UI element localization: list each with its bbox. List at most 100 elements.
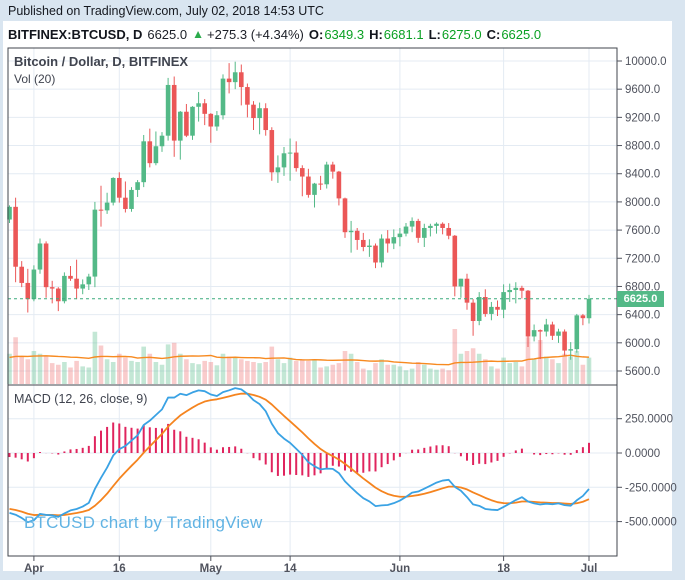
volume-bar <box>556 363 561 384</box>
candle-body <box>208 113 214 127</box>
candle-body <box>178 111 183 141</box>
candle-body <box>556 331 561 336</box>
candle-body <box>409 220 415 227</box>
pane-borders <box>7 47 618 557</box>
volume-bar <box>537 340 543 384</box>
volume-bar <box>141 346 146 384</box>
candle-body <box>226 78 232 83</box>
volume-bar <box>293 360 299 384</box>
time-tick-label: Jul <box>581 563 598 575</box>
volume-bar <box>586 357 592 384</box>
time-tick-label: 18 <box>497 563 510 575</box>
candle-body <box>544 324 549 332</box>
candle-body <box>379 238 384 263</box>
candle-body <box>531 330 537 337</box>
candle-body <box>495 306 500 310</box>
volume-bar <box>31 351 37 384</box>
volume-bar <box>184 359 189 384</box>
candle-body <box>159 135 165 147</box>
chart-card <box>3 21 672 571</box>
volume-bar <box>397 366 403 384</box>
volume-bar <box>562 353 567 384</box>
price-tick-label: 9600.0 <box>625 84 660 96</box>
candle-body <box>330 164 336 172</box>
candle-body <box>385 238 390 244</box>
volume-bar <box>354 362 360 384</box>
volume-bar <box>361 368 366 384</box>
candle-body <box>403 226 409 234</box>
macd-axis[interactable]: 250.0000 0.0000 -250.0000 -500.0000 <box>617 414 677 529</box>
volume-bar <box>409 368 415 384</box>
candle-body <box>586 298 592 319</box>
candle-body <box>281 153 287 168</box>
volume-bar <box>391 364 397 384</box>
volume-bar <box>525 337 531 384</box>
candle-body <box>391 237 397 244</box>
volume-bar <box>117 353 122 384</box>
candle-body <box>434 223 439 226</box>
candle-body <box>397 233 403 238</box>
candle-body <box>202 103 207 114</box>
candle-body <box>489 306 494 314</box>
candle-body <box>361 239 366 248</box>
time-tick-label: Jun <box>390 563 410 575</box>
up-arrow-icon: ▲ <box>192 27 204 41</box>
volume-bar <box>269 346 275 384</box>
volume-bar <box>483 359 488 384</box>
volume-bar <box>239 359 244 384</box>
candle-body <box>117 177 122 198</box>
volume-bar <box>74 360 79 384</box>
candle-body <box>550 324 555 336</box>
candle-body <box>507 289 512 293</box>
candle-body <box>68 275 73 279</box>
candle-body <box>312 183 317 195</box>
macd-tick-label: 250.0000 <box>625 414 673 426</box>
candle-body <box>196 103 201 107</box>
price-tick-label: 5600.0 <box>625 366 660 378</box>
volume-bar <box>300 359 305 384</box>
candle-body <box>86 276 92 285</box>
candle-body <box>470 302 476 321</box>
candle-body <box>300 168 305 177</box>
price-tick-label: 8000.0 <box>625 197 660 209</box>
volume-bar <box>43 356 49 384</box>
candle-body <box>354 230 360 240</box>
high-value: 6681.1 <box>383 26 424 42</box>
candle-body <box>568 349 573 351</box>
price-axis[interactable]: 10000.0 9600.0 9200.0 8800.0 8400.0 8000.0 760… <box>617 56 667 378</box>
published-bar: Published on TradingView.com, July 02, 2… <box>8 3 324 18</box>
volume-bar <box>489 366 494 384</box>
volume-bar <box>147 353 153 384</box>
candle-body <box>537 330 543 332</box>
volume-bar <box>336 363 342 384</box>
candle-body <box>422 227 427 238</box>
macd-tick-label: -500.0000 <box>625 517 677 529</box>
volume-bar <box>129 360 134 384</box>
volume-bar <box>501 357 506 384</box>
candle-body <box>373 245 378 263</box>
candle-body <box>184 111 189 136</box>
candle-body <box>56 288 61 302</box>
candle-body <box>19 266 24 283</box>
tradingview-watermark-link[interactable]: BTCUSD chart by TradingView <box>24 513 263 532</box>
volume-bar <box>245 360 250 384</box>
candle-body <box>452 235 458 287</box>
volume-bar <box>422 364 427 384</box>
macd-pane-border <box>7 384 618 557</box>
candle-body <box>501 292 506 310</box>
candle-body <box>574 315 580 350</box>
volume-bar <box>574 351 580 384</box>
last-price: 6625.0 <box>147 26 188 42</box>
candle-body <box>98 209 104 211</box>
candle-body <box>62 275 67 302</box>
symbol-name: BITFINEX:BTCUSD, D <box>8 26 143 42</box>
price-tick-label: 8800.0 <box>625 141 660 153</box>
time-axis[interactable]: Apr 16 May 14 Jun 18 Jul <box>24 556 597 575</box>
low-value: 6275.0 <box>441 26 482 42</box>
volume-bar <box>49 363 55 384</box>
candle-body <box>239 72 244 88</box>
volume-bar <box>519 366 525 384</box>
candle-body <box>324 164 329 185</box>
time-tick-label: 14 <box>284 563 297 575</box>
